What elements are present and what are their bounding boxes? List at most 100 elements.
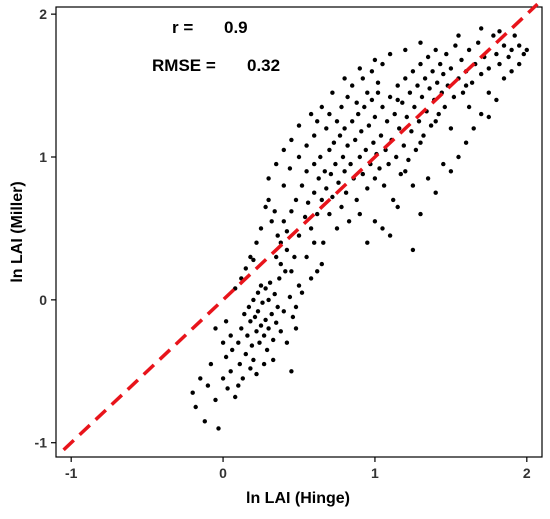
data-point: [387, 51, 393, 57]
y-tick-label: 2: [39, 6, 47, 22]
data-point: [444, 51, 449, 57]
data-point: [274, 320, 279, 325]
x-tick-label: -1: [65, 465, 78, 481]
data-point: [345, 143, 350, 148]
data-point: [334, 226, 340, 231]
data-point: [365, 240, 370, 245]
data-point: [312, 133, 317, 138]
data-point: [372, 57, 378, 63]
data-point: [246, 304, 252, 310]
data-point: [261, 333, 267, 338]
y-tick-label: 0: [39, 292, 47, 308]
data-point: [403, 76, 408, 81]
data-point: [289, 209, 294, 214]
data-point: [381, 183, 387, 188]
data-point: [278, 329, 283, 334]
data-point: [372, 176, 378, 181]
rmse-label: RMSE =: [152, 56, 216, 75]
data-point: [228, 333, 233, 338]
data-point: [233, 394, 238, 400]
data-point: [230, 347, 235, 353]
data-point: [486, 114, 491, 120]
data-point: [391, 197, 396, 203]
data-point: [260, 300, 265, 305]
data-point: [264, 347, 270, 353]
data-point: [350, 83, 355, 88]
r-label: r =: [172, 18, 193, 37]
data-point: [257, 340, 262, 345]
data-point: [433, 47, 438, 53]
data-point: [312, 190, 317, 195]
data-point: [330, 194, 335, 200]
data-point: [362, 104, 367, 110]
data-point: [322, 169, 327, 174]
data-point: [428, 123, 434, 128]
data-point: [266, 176, 271, 181]
data-point: [304, 254, 309, 260]
data-point: [471, 126, 476, 131]
data-point: [339, 104, 344, 110]
data-point: [433, 190, 438, 195]
data-point: [228, 369, 233, 374]
data-point: [459, 57, 464, 63]
data-point: [357, 154, 362, 160]
data-point: [258, 283, 264, 288]
data-point: [281, 147, 286, 153]
data-point: [220, 376, 226, 381]
data-point: [258, 323, 264, 328]
data-point: [398, 171, 403, 177]
data-point: [205, 383, 211, 388]
data-point: [312, 161, 317, 167]
data-point: [380, 104, 385, 110]
data-point: [469, 80, 475, 85]
data-point: [289, 269, 294, 274]
data-point: [509, 47, 514, 53]
data-point: [337, 133, 343, 138]
data-point: [357, 211, 362, 217]
data-point: [433, 119, 438, 124]
data-point: [403, 169, 408, 174]
data-point: [418, 140, 423, 145]
data-point: [318, 154, 323, 160]
data-point: [289, 137, 294, 143]
data-point: [342, 126, 347, 131]
data-point: [248, 319, 253, 324]
data-point: [208, 361, 214, 367]
data-point: [448, 126, 454, 131]
data-point: [421, 133, 426, 138]
data-point: [223, 319, 229, 324]
data-point: [263, 204, 268, 210]
data-point: [494, 97, 499, 103]
data-point: [315, 211, 320, 217]
data-point: [308, 276, 314, 281]
data-point: [296, 283, 302, 288]
data-point: [236, 340, 241, 345]
data-point: [319, 104, 324, 110]
data-point: [243, 266, 248, 271]
data-point: [302, 214, 308, 220]
data-point: [410, 183, 416, 188]
data-point: [339, 204, 344, 210]
data-point: [509, 69, 514, 74]
data-point: [479, 71, 484, 77]
data-point: [251, 297, 256, 303]
data-point: [319, 197, 324, 203]
data-point: [330, 90, 335, 95]
data-point: [448, 169, 454, 174]
data-point: [275, 304, 280, 310]
data-point: [263, 286, 268, 291]
data-point: [442, 104, 447, 110]
data-point: [239, 326, 244, 331]
data-point: [278, 240, 283, 245]
data-point: [251, 257, 256, 263]
data-point: [283, 269, 288, 274]
data-point: [272, 291, 277, 297]
data-point: [271, 357, 276, 363]
data-point: [403, 47, 408, 53]
data-point: [315, 269, 320, 274]
data-point: [254, 371, 259, 377]
data-point: [394, 154, 399, 160]
data-point: [275, 233, 280, 238]
data-point: [491, 33, 496, 38]
data-point: [375, 90, 381, 95]
